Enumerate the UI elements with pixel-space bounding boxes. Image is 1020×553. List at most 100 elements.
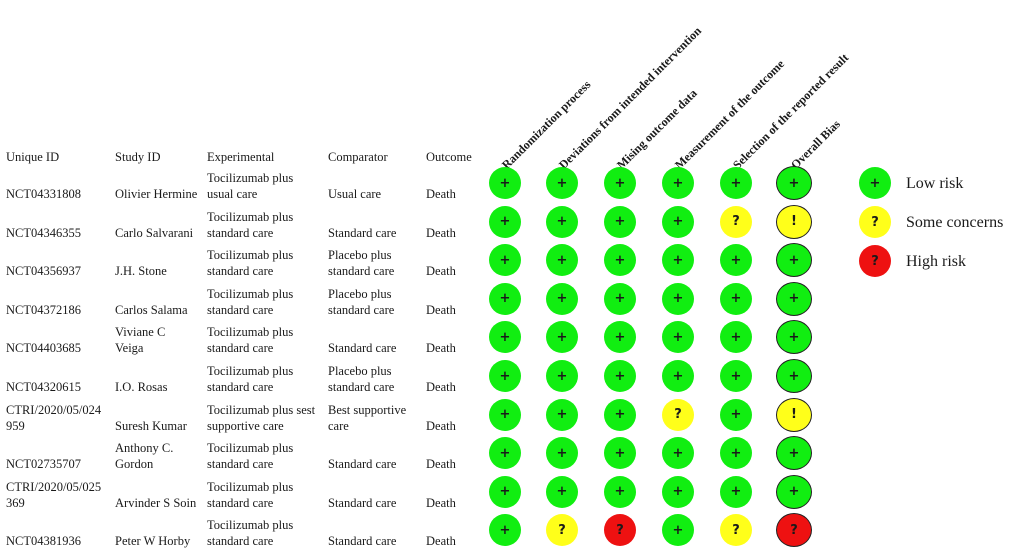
legend-label-high: High risk (906, 253, 966, 270)
judgement-missing-data-low-icon: + (604, 167, 636, 199)
cell-outcome: Death (426, 457, 456, 472)
judgement-selection-low-icon: + (720, 398, 752, 431)
judgement-randomization-low-icon: + (489, 167, 521, 199)
cell-outcome: Death (426, 534, 456, 549)
cell-study-id: Anthony C. Gordon (115, 441, 174, 472)
cell-comparator: Standard care (328, 341, 397, 356)
judgement-measurement-low-icon: + (662, 475, 694, 508)
legend-label-some: Some concerns (906, 214, 1004, 231)
cell-study-id: Arvinder S Soin (115, 495, 197, 510)
header-experimental: Experimental (207, 150, 275, 164)
judgement-selection-low-icon: + (720, 167, 752, 199)
cell-outcome: Death (426, 380, 456, 394)
cell-outcome: Death (426, 225, 456, 240)
cell-outcome: Death (426, 418, 456, 433)
cell-comparator: Placebo plus standard care (328, 364, 395, 394)
judgement-randomization-low-icon: + (489, 360, 521, 392)
judgement-selection-low-icon: + (720, 282, 752, 315)
judgement-missing-data-low-icon: + (604, 244, 636, 277)
judgement-selection-low-icon: + (720, 475, 752, 508)
judgement-measurement-low-icon: + (662, 360, 694, 392)
cell-unique-id: NCT04372186 (6, 302, 81, 317)
judgement-overall-some-icon: ! (776, 397, 812, 432)
judgement-missing-data-high-icon: ? (604, 514, 636, 547)
judgement-randomization-low-icon: + (489, 321, 521, 354)
cell-outcome: Death (426, 187, 456, 201)
cell-study-id: Peter W Horby (115, 534, 191, 549)
cell-unique-id: NCT04320615 (6, 380, 81, 394)
cell-outcome: Death (426, 302, 456, 317)
cell-unique-id: NCT04356937 (6, 264, 81, 279)
cell-unique-id: CTRI/2020/05/025 369 (6, 479, 102, 510)
cell-experimental: Tocilizumab plus standard care (207, 364, 294, 394)
judgement-randomization-low-icon: + (489, 205, 521, 238)
legend-low-icon: + (859, 167, 891, 199)
cell-comparator: Standard care (328, 225, 397, 240)
judgement-missing-data-low-icon: + (604, 282, 636, 315)
judgement-randomization-low-icon: + (489, 437, 521, 470)
cell-comparator: Standard care (328, 534, 397, 549)
judgement-randomization-low-icon: + (489, 244, 521, 277)
cell-outcome: Death (426, 341, 456, 356)
cell-unique-id: NCT02735707 (6, 457, 81, 472)
judgement-deviations-low-icon: + (546, 321, 578, 354)
judgement-selection-low-icon: + (720, 360, 752, 392)
legend-high-icon: ? (859, 245, 891, 277)
judgement-measurement-low-icon: + (662, 514, 694, 547)
judgement-deviations-low-icon: + (546, 475, 578, 508)
judgement-overall-low-icon: + (776, 436, 812, 471)
cell-experimental: Tocilizumab plus standard care (207, 518, 294, 549)
cell-outcome: Death (426, 264, 456, 279)
cell-comparator: Standard care (328, 457, 397, 472)
cell-experimental: Tocilizumab plus usual care (207, 171, 294, 201)
cell-unique-id: NCT04403685 (6, 341, 81, 356)
domain-header-overall: Overall Bias (788, 116, 843, 172)
judgement-missing-data-low-icon: + (604, 437, 636, 470)
legend-some-icon: ? (859, 206, 891, 238)
cell-study-id: Carlos Salama (115, 302, 188, 317)
judgement-overall-low-icon: + (776, 320, 812, 355)
judgement-measurement-low-icon: + (662, 437, 694, 470)
judgement-randomization-low-icon: + (489, 282, 521, 315)
judgement-randomization-low-icon: + (489, 514, 521, 547)
cell-study-id: Suresh Kumar (115, 418, 187, 433)
judgement-deviations-low-icon: + (546, 360, 578, 392)
judgement-measurement-low-icon: + (662, 282, 694, 315)
judgement-missing-data-low-icon: + (604, 321, 636, 354)
judgement-selection-low-icon: + (720, 321, 752, 354)
judgement-deviations-low-icon: + (546, 282, 578, 315)
cell-experimental: Tocilizumab plus sest supportive care (207, 402, 316, 433)
judgement-missing-data-low-icon: + (604, 205, 636, 238)
cell-unique-id: NCT04331808 (6, 187, 81, 201)
domain-header-measurement: Measurement of the outcome (672, 56, 788, 172)
cell-experimental: Tocilizumab plus standard care (207, 325, 294, 356)
judgement-deviations-low-icon: + (546, 398, 578, 431)
cell-comparator: Usual care (328, 187, 382, 201)
judgement-deviations-low-icon: + (546, 167, 578, 199)
cell-comparator: Standard care (328, 495, 397, 510)
cell-experimental: Tocilizumab plus standard care (207, 286, 294, 317)
cell-unique-id: NCT04346355 (6, 225, 81, 240)
judgement-measurement-low-icon: + (662, 244, 694, 277)
cell-unique-id: CTRI/2020/05/024 959 (6, 402, 102, 433)
cell-experimental: Tocilizumab plus standard care (207, 248, 294, 279)
header-study-id: Study ID (115, 150, 161, 164)
header-unique-id: Unique ID (6, 150, 60, 164)
cell-comparator: Placebo plus standard care (328, 248, 395, 279)
cell-study-id: Olivier Hermine (115, 187, 198, 201)
judgement-missing-data-low-icon: + (604, 398, 636, 431)
judgement-deviations-low-icon: + (546, 205, 578, 238)
cell-experimental: Tocilizumab plus standard care (207, 209, 294, 240)
judgement-overall-low-icon: + (776, 243, 812, 278)
judgement-overall-low-icon: + (776, 281, 812, 316)
cell-study-id: I.O. Rosas (115, 380, 168, 394)
legend-label-low: Low risk (906, 175, 964, 192)
header-comparator: Comparator (328, 150, 388, 164)
judgement-measurement-low-icon: + (662, 167, 694, 199)
cell-comparator: Best supportive care (328, 402, 407, 433)
judgement-randomization-low-icon: + (489, 475, 521, 508)
cell-study-id: Carlo Salvarani (115, 225, 194, 240)
cell-experimental: Tocilizumab plus standard care (207, 479, 294, 510)
judgement-selection-low-icon: + (720, 244, 752, 277)
cell-comparator: Placebo plus standard care (328, 286, 395, 317)
